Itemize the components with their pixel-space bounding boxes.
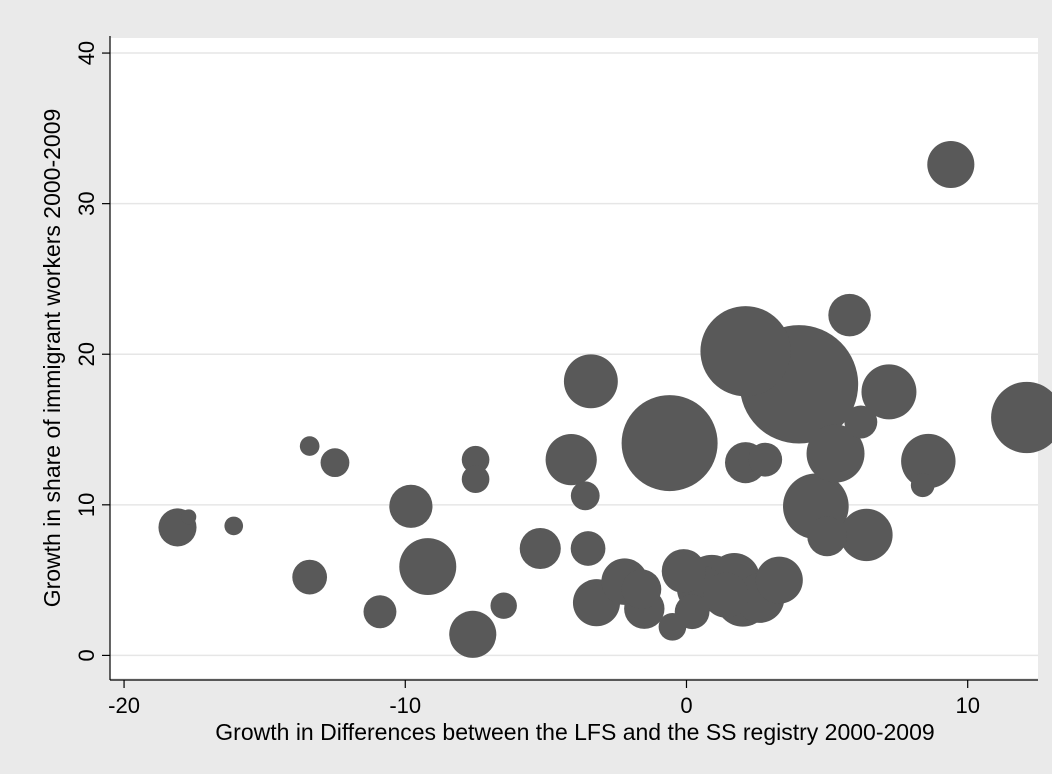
x-tick-label: -20 xyxy=(108,693,140,718)
data-point xyxy=(910,473,935,498)
data-point xyxy=(807,516,847,557)
data-point xyxy=(840,508,893,562)
x-axis-label: Growth in Differences between the LFS an… xyxy=(215,719,934,745)
data-point xyxy=(299,436,320,456)
x-tick-label: -10 xyxy=(389,693,421,718)
y-tick-label: 10 xyxy=(74,493,99,517)
data-point xyxy=(700,306,791,397)
x-tick-label: 10 xyxy=(955,693,979,718)
data-points xyxy=(158,140,1052,658)
y-tick-label: 40 xyxy=(74,41,99,65)
data-point xyxy=(703,572,749,618)
data-point xyxy=(563,354,618,409)
data-point xyxy=(844,405,878,439)
y-tick-label: 0 xyxy=(74,649,99,661)
data-point xyxy=(545,434,597,486)
data-point xyxy=(292,559,328,595)
axis-ticks: 0 10 20 30 40 -20 -10 0 10 xyxy=(74,41,980,718)
data-point xyxy=(363,595,397,629)
data-point xyxy=(861,364,917,420)
data-point xyxy=(806,424,865,483)
plot-area xyxy=(110,38,1038,678)
data-point xyxy=(658,612,687,641)
y-tick-label: 30 xyxy=(74,191,99,215)
data-point xyxy=(570,531,606,566)
data-point xyxy=(399,538,457,596)
data-point xyxy=(755,556,803,604)
y-axis-label: Growth in share of immigrant workers 200… xyxy=(39,109,65,608)
data-point xyxy=(828,293,871,337)
grid-lines xyxy=(110,52,1038,657)
data-point xyxy=(461,465,490,494)
data-point xyxy=(519,527,561,570)
data-point xyxy=(570,481,600,511)
data-point xyxy=(901,433,956,489)
data-point xyxy=(991,381,1052,454)
data-point xyxy=(927,140,975,189)
data-point xyxy=(621,395,718,492)
data-point xyxy=(621,569,662,609)
y-tick-label: 20 xyxy=(74,342,99,366)
data-point xyxy=(661,549,706,594)
data-point xyxy=(320,448,350,478)
data-point xyxy=(181,509,197,525)
x-tick-label: 0 xyxy=(680,693,692,718)
data-point xyxy=(389,484,433,528)
data-point xyxy=(748,442,783,477)
data-point xyxy=(449,610,497,658)
data-point xyxy=(461,445,490,474)
axes xyxy=(109,36,1038,681)
data-point xyxy=(490,592,517,619)
data-point xyxy=(224,516,244,536)
